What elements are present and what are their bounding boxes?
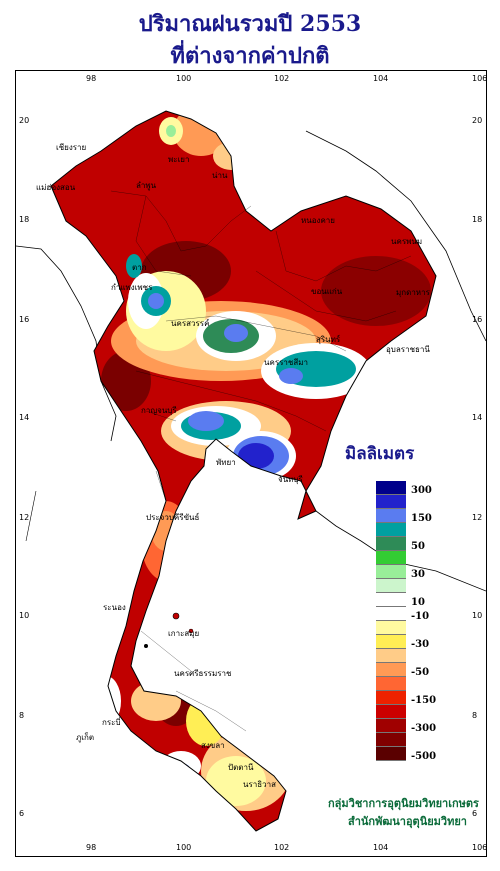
lat-tick: 18 [19,215,30,224]
place-label: จันทบุรี [278,475,303,484]
legend-swatch [376,565,406,579]
place-label: ระนอง [103,603,126,612]
legend-swatch [376,705,406,719]
legend-label: 150 [411,513,432,524]
legend-label: -30 [411,639,430,650]
lat-tick: 12 [472,513,483,522]
legend-swatch [376,733,406,747]
legend-swatch [376,607,406,621]
place-label: เชียงราย [56,143,87,152]
legend-swatch [376,481,406,495]
place-label: ลำพูน [136,181,157,190]
place-label: นครศรีธรรมราช [174,669,232,678]
legend-swatch [376,551,406,565]
lon-tick: 102 [274,74,290,83]
legend-label: 50 [411,541,425,552]
legend-swatch [376,495,406,509]
legend-label: -300 [411,723,437,734]
lon-tick: 98 [86,843,97,852]
lat-tick: 6 [472,809,478,818]
legend-swatch [376,509,406,523]
lon-tick: 102 [274,843,290,852]
place-label: น่าน [212,171,228,180]
lon-tick: 106 [472,74,487,83]
legend-label: -150 [411,695,437,706]
legend-label: 30 [411,569,425,580]
map-title-line2: ที่ต่างจากค่าปกติ [170,43,330,69]
map-frame: 98 100 102 104 106 98 100 102 104 106 20… [15,70,487,857]
legend-swatch [376,649,406,663]
legend-label: -50 [411,667,430,678]
legend-swatch [376,579,406,593]
legend-swatch [376,635,406,649]
place-label: ภูเก็ต [76,733,95,742]
lon-tick: 104 [373,843,389,852]
place-label: เกาะสมุย [168,629,200,638]
place-label: สุรินทร์ [316,335,341,344]
place-label: นราธิวาส [243,780,277,789]
rainfall-map [16,110,486,832]
place-label: อุบลราชธานี [386,345,430,354]
lat-tick: 16 [19,315,30,324]
legend-swatch [376,663,406,677]
legend-swatch [376,537,406,551]
legend-swatch [376,691,406,705]
lat-tick: 8 [472,711,478,720]
place-label: พะเยา [168,155,190,164]
legend-title: มิลลิเมตร [345,444,415,464]
place-label: แม่ฮ่องสอน [36,183,76,192]
legend-swatch [376,593,406,607]
lat-tick: 10 [19,611,30,620]
place-label: นครสวรรค์ [171,319,210,328]
legend-swatch [376,677,406,691]
lat-tick: 20 [19,116,30,125]
place-label: ปัตตานี [228,763,254,772]
lat-tick: 18 [472,215,483,224]
credit-line1: กลุ่มวิชาการอุตุนิยมวิทยาเกษตร [328,797,479,810]
place-label: มุกดาหาร [396,288,430,297]
lat-tick: 14 [19,413,30,422]
legend-swatch [376,523,406,537]
place-label: กำแพงเพชร [111,283,153,292]
place-label: ขอนแก่น [311,287,343,296]
map-title-line1: ปริมาณฝนรวมปี 2553 [138,11,362,37]
place-label: ประจวบคีรีขันธ์ [146,513,200,522]
lat-tick: 6 [19,809,25,818]
lon-tick: 98 [86,74,97,83]
lat-tick: 20 [472,116,483,125]
lon-tick: 104 [373,74,389,83]
legend-label: -500 [411,751,437,762]
lon-tick: 100 [176,843,192,852]
place-label: กระบี่ [102,718,121,727]
legend-label: 10 [411,597,425,608]
lat-tick: 16 [472,315,483,324]
legend-swatch [376,621,406,635]
lat-tick: 10 [472,611,483,620]
legend-swatch [376,719,406,733]
place-label: พัทยา [216,458,236,467]
lon-tick: 106 [472,843,487,852]
place-label: สงขลา [201,741,225,750]
lat-tick: 14 [472,413,483,422]
lat-tick: 8 [19,711,25,720]
legend-label: 300 [411,485,432,496]
place-label: นครราชสีมา [264,358,308,367]
place-label: กาญจนบุรี [141,406,177,415]
lat-tick: 12 [19,513,30,522]
credit-line2: สำนักพัฒนาอุตุนิยมวิทยา [348,815,467,828]
place-label: หนองคาย [301,216,335,225]
legend-label: -10 [411,611,430,622]
place-label: นครพนม [391,237,423,246]
lon-tick: 100 [176,74,192,83]
place-label: ตาก [132,263,147,272]
legend-swatch [376,747,406,761]
